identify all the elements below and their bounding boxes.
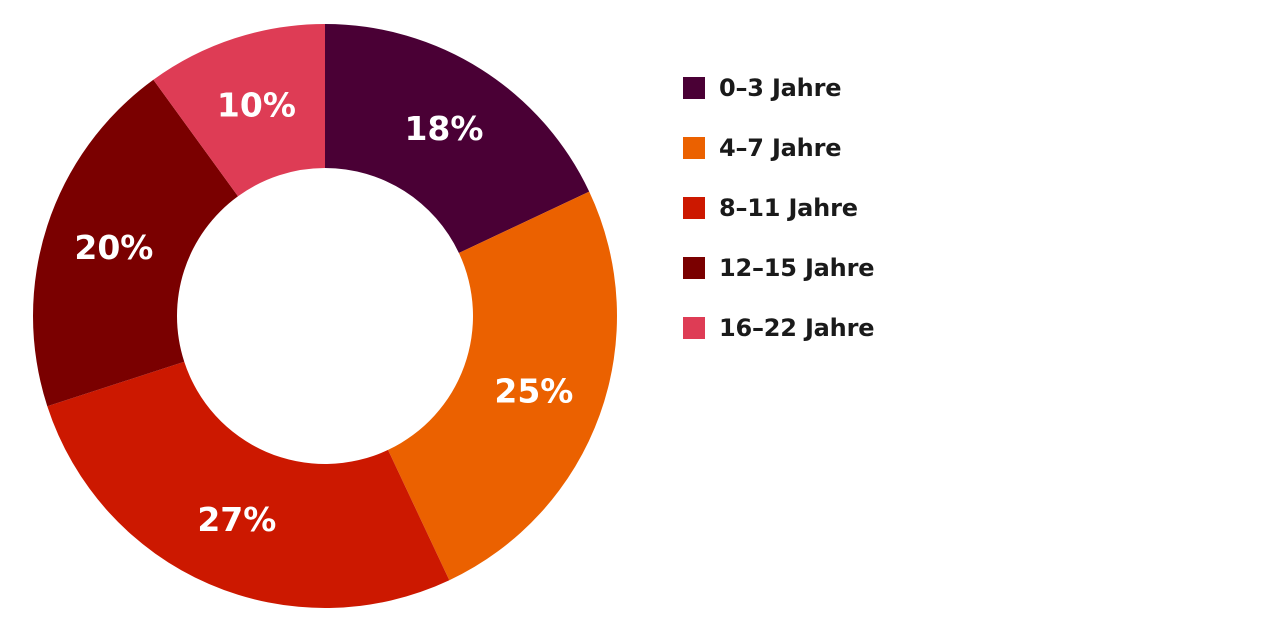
legend-swatch bbox=[683, 137, 705, 159]
donut-slice-3 bbox=[47, 361, 450, 608]
donut-slice-labels: 18% 25% 27% 20% 10% bbox=[74, 85, 573, 539]
legend-swatch bbox=[683, 77, 705, 99]
legend-label: 4–7 Jahre bbox=[719, 134, 842, 162]
slice-value-label-3: 27% bbox=[197, 500, 276, 539]
legend-label: 12–15 Jahre bbox=[719, 254, 875, 282]
legend-swatch bbox=[683, 197, 705, 219]
slice-value-label-4: 20% bbox=[74, 228, 153, 267]
donut-slice-1 bbox=[325, 24, 590, 253]
donut-slice-4 bbox=[32, 79, 239, 407]
legend-label: 8–11 Jahre bbox=[719, 194, 858, 222]
legend-label: 0–3 Jahre bbox=[719, 74, 842, 102]
donut-slice-2 bbox=[388, 191, 617, 581]
legend-item: 0–3 Jahre bbox=[683, 58, 874, 118]
legend-label: 16–22 Jahre bbox=[719, 314, 875, 342]
chart-legend: 0–3 Jahre 4–7 Jahre 8–11 Jahre 12–15 Jahre 1… bbox=[683, 58, 874, 358]
slice-value-label-5: 10% bbox=[217, 85, 296, 124]
legend-swatch bbox=[683, 257, 705, 279]
donut-slice-5 bbox=[153, 23, 325, 197]
legend-item: 4–7 Jahre bbox=[683, 118, 874, 178]
donut-slices bbox=[32, 23, 617, 608]
legend-item: 16–22 Jahre bbox=[683, 298, 874, 358]
legend-item: 8–11 Jahre bbox=[683, 178, 874, 238]
slice-value-label-1: 18% bbox=[404, 109, 483, 148]
legend-swatch bbox=[683, 317, 705, 339]
donut-chart: 18% 25% 27% 20% 10% bbox=[32, 23, 617, 608]
legend-item: 12–15 Jahre bbox=[683, 238, 874, 298]
slice-value-label-2: 25% bbox=[494, 372, 573, 411]
